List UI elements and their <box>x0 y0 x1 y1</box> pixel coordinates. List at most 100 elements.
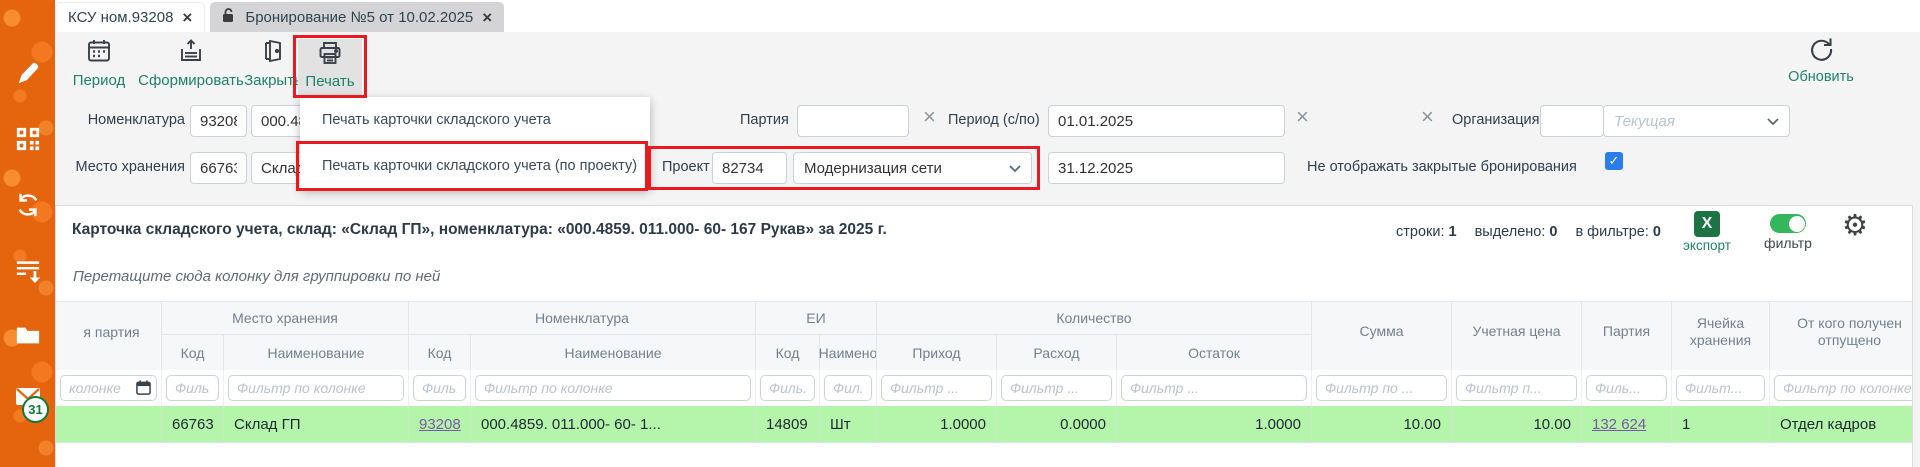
export-button[interactable]: X экспорт <box>1674 211 1740 253</box>
app-sidebar: 31 <box>0 0 55 467</box>
batch-label: Партия <box>740 112 789 128</box>
column-header-sum[interactable]: Сумма <box>1311 302 1451 371</box>
tab-booking-close-icon[interactable]: × <box>482 7 493 27</box>
column-header-storage-cell[interactable]: Ячейка хранения <box>1671 302 1769 371</box>
filter-received-from[interactable] <box>1774 375 1912 401</box>
cell-income: 1.0000 <box>876 406 996 443</box>
generate-list-icon[interactable] <box>13 256 43 286</box>
filter-balance[interactable] <box>1121 375 1307 401</box>
refresh-button[interactable]: Обновить <box>1786 36 1856 85</box>
cell-unit-code: 14809 <box>755 406 819 443</box>
calendar-icon <box>86 40 112 68</box>
refresh-icon <box>1808 38 1834 66</box>
cell-nomenclature-code-link[interactable]: 93208 <box>419 416 461 433</box>
group-header-quantity: Количество <box>876 302 1311 335</box>
pencil-icon[interactable] <box>13 58 43 88</box>
close-button[interactable]: Закрыть <box>243 38 303 89</box>
tab-ksu[interactable]: КСУ ном.93208 × <box>55 2 206 32</box>
project-label: Проект <box>662 159 710 175</box>
column-header-nomenclature-name[interactable]: Наименование <box>470 335 755 371</box>
column-header-expense[interactable]: Расход <box>996 335 1116 371</box>
column-header-storage-code[interactable]: Код <box>161 335 223 371</box>
period-range-label: Период (с/по) <box>948 112 1040 128</box>
project-code-field[interactable] <box>712 152 787 184</box>
in-filter-stat: в фильтре: 0 <box>1575 224 1661 240</box>
column-header-price[interactable]: Учетная цена <box>1451 302 1581 371</box>
column-header-batch-cut[interactable]: я партия <box>83 324 140 340</box>
panel-title: Карточка складского учета, склад: «Склад… <box>72 221 887 238</box>
rows-stat: строки: 1 <box>1396 224 1457 240</box>
table-row[interactable]: 66763 Склад ГП 93208 000.4859. 011.000- … <box>56 406 1912 443</box>
tab-ksu-close-icon[interactable]: × <box>182 8 193 27</box>
sync-icon[interactable] <box>13 190 43 220</box>
tab-booking[interactable]: Бронирование №5 от 10.02.2025 × <box>210 2 505 32</box>
print-menu-item-card-by-project[interactable]: Печать карточки складского учета (по про… <box>322 158 638 174</box>
print-menu: Печать карточки складского учета Печать … <box>300 97 650 189</box>
filter-unit-name[interactable] <box>824 375 872 401</box>
group-header-unit: ЕИ <box>755 302 876 335</box>
cell-storage-cell: 1 <box>1671 406 1769 443</box>
period-clear-icon[interactable]: × <box>1296 104 1309 129</box>
folder-icon[interactable] <box>13 320 43 350</box>
column-header-unit-code[interactable]: Код <box>755 335 819 371</box>
nomenclature-code-field[interactable] <box>190 105 247 137</box>
filter-batch[interactable] <box>1586 375 1667 401</box>
cell-storage-code: 66763 <box>161 406 223 443</box>
column-header-income[interactable]: Приход <box>876 335 996 371</box>
organization-code-field[interactable] <box>1540 105 1604 137</box>
printer-icon <box>317 42 343 70</box>
filter-income[interactable] <box>881 375 992 401</box>
batch-field[interactable] <box>797 105 909 137</box>
chevron-down-icon <box>1767 113 1779 130</box>
lock-icon <box>222 7 236 27</box>
column-header-unit-name[interactable]: Наимено <box>819 335 877 371</box>
print-menu-item-card[interactable]: Печать карточки складского учета <box>322 112 551 128</box>
filter-input[interactable] <box>60 375 157 401</box>
table-stats: строки: 1 выделено: 0 в фильтре: 0 <box>1396 224 1661 240</box>
column-header-balance[interactable]: Остаток <box>1116 335 1311 371</box>
toggle-on-icon[interactable] <box>1770 214 1806 233</box>
filter-toggle[interactable]: фильтр <box>1756 214 1820 251</box>
project-select[interactable]: Модернизация сети <box>793 152 1032 184</box>
print-button-label: Печать <box>305 73 355 90</box>
storage-code-field[interactable] <box>190 152 247 184</box>
filter-price[interactable] <box>1456 375 1577 401</box>
column-header-storage-name[interactable]: Наименование <box>223 335 408 371</box>
filter-storage-name[interactable] <box>228 375 404 401</box>
nomenclature-label: Номенклатура <box>87 112 185 128</box>
gear-icon[interactable]: ⚙ <box>1842 210 1868 242</box>
cell-sum: 10.00 <box>1311 406 1451 443</box>
filter-batch-cut[interactable] <box>60 375 157 401</box>
calendar-icon[interactable] <box>136 380 151 400</box>
cell-batch-link[interactable]: 132 624 <box>1592 416 1647 433</box>
cell-nomenclature-name: 000.4859. 011.000- 60- 1... <box>470 406 755 443</box>
column-header-nomenclature-code[interactable]: Код <box>408 335 470 371</box>
filter-expense[interactable] <box>1001 375 1112 401</box>
filter-unit-code[interactable] <box>760 375 815 401</box>
period-to-field[interactable] <box>1048 152 1285 184</box>
batch-clear-icon[interactable]: × <box>923 104 936 129</box>
cell-storage-name: Склад ГП <box>223 406 408 443</box>
organization-select[interactable]: Текущая <box>1603 105 1790 137</box>
stock-card-panel: Карточка складского учета, склад: «Склад… <box>55 205 1913 467</box>
filter-nomenclature-code[interactable] <box>413 375 466 401</box>
organization-clear-icon[interactable]: × <box>1421 104 1434 129</box>
print-button[interactable]: Печать <box>298 39 362 95</box>
column-header-batch[interactable]: Партия <box>1581 302 1671 371</box>
tab-ksu-label: КСУ ном.93208 <box>68 9 174 26</box>
build-report-icon <box>178 39 204 68</box>
build-button[interactable]: Сформировать <box>138 38 244 89</box>
filter-nomenclature-name[interactable] <box>475 375 751 401</box>
filter-sum[interactable] <box>1316 375 1447 401</box>
filter-storage-code[interactable] <box>166 375 219 401</box>
project-select-value: Модернизация сети <box>804 159 942 177</box>
period-button-label: Период <box>72 72 126 89</box>
period-from-field[interactable] <box>1048 105 1285 137</box>
cell-expense: 0.0000 <box>996 406 1116 443</box>
filter-storage-cell[interactable] <box>1676 375 1765 401</box>
period-button[interactable]: Период <box>68 38 130 89</box>
qr-code-icon[interactable] <box>13 124 43 154</box>
hide-closed-checkbox[interactable]: ✓ <box>1605 152 1623 170</box>
column-header-received-from[interactable]: От кого получен отпущено <box>1769 302 1912 371</box>
door-icon <box>260 39 286 68</box>
